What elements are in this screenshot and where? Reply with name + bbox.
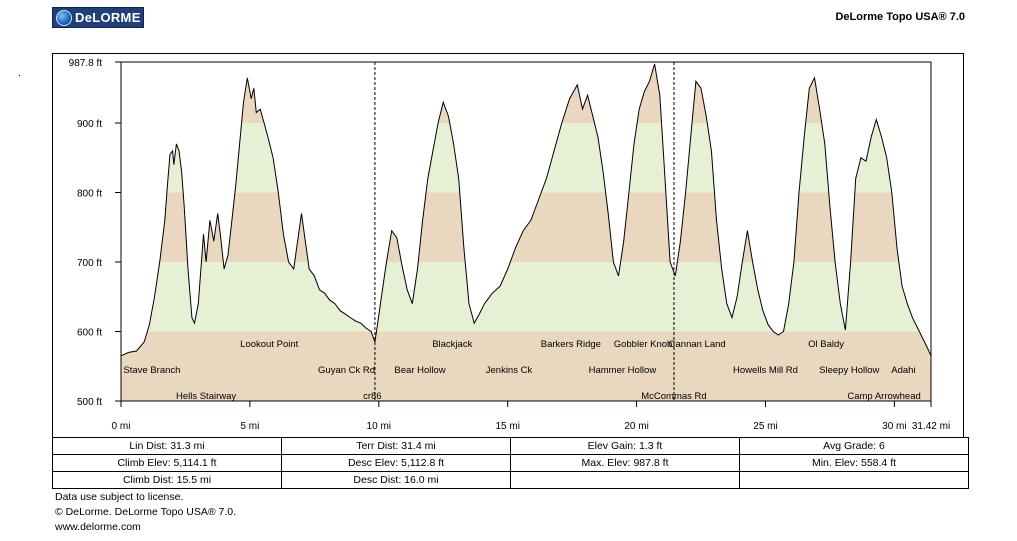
x-tick-label: 15 mi [495,421,519,432]
waypoint-label: Guyan Ck Rd [318,365,375,376]
license-note: Data use subject to license. [55,491,184,503]
waypoint-label: Lookout Point [240,339,298,350]
waypoint-label: Camp Arrowhead [847,391,920,402]
website-link[interactable]: www.delorme.com [55,521,141,533]
stats-cell: Climb Dist: 15.5 mi [52,471,282,489]
stat-value: 987.8 ft [633,457,669,469]
waypoint-label: Ol Baldy [808,339,844,350]
y-tick-label: 900 ft [77,119,102,130]
app-title: DeLorme Topo USA® 7.0 [835,11,965,23]
elevation-band-0 [121,331,931,401]
stats-row: Climb Elev: 5,114.1 ft Desc Elev: 5,112.8… [52,454,969,472]
stats-table: Lin Dist: 31.3 mi Terr Dist: 31.4 mi Elev … [52,437,969,489]
elevation-line [120,63,932,357]
x-tick-label: 10 mi [367,421,391,432]
delorme-logo: DeLORME [52,7,144,28]
x-tick-label: 25 mi [753,421,777,432]
stats-cell: Terr Dist: 31.4 mi [281,437,511,455]
x-tick-label: 30 mi [882,421,906,432]
y-tick-label: 600 ft [77,328,102,339]
waypoint-label: Jenkins Ck [486,365,533,376]
copyright-note: © DeLorme. DeLorme Topo USA® 7.0. [55,506,237,518]
plot-area-border [120,61,932,402]
elevation-band-3 [121,123,931,193]
waypoint-label: Gobbler Knob [614,339,673,350]
x-tick-label: 5 mi [240,421,259,432]
stat-value: 1.3 ft [639,440,663,452]
waypoint-label: Bear Hollow [394,365,445,376]
stray-dot: . [18,68,21,79]
stat-value: 31.4 mi [401,440,436,452]
waypoint-label: Hammer Hollow [589,365,657,376]
stat-label: Desc Dist: [353,474,402,486]
stats-cell: Min. Elev: 558.4 ft [739,454,969,472]
waypoint-label: Cannan Land [669,339,726,350]
stat-label: Min. Elev: [811,457,859,469]
stats-cell: Elev Gain: 1.3 ft [510,437,740,455]
stat-value: 6 [879,440,885,452]
waypoint-label: Blackjack [432,339,472,350]
stat-value: 16.0 mi [404,474,439,486]
x-tick-label: 0 mi [112,421,131,432]
globe-icon [56,9,72,26]
stats-cell: Desc Elev: 5,112.8 ft [281,454,511,472]
stat-value: 558.4 ft [861,457,897,469]
waypoint-label: Sleepy Hollow [819,365,879,376]
stat-value: 15.5 mi [176,474,212,486]
elevation-profile-chart: 500 ft 600 ft 700 ft 800 ft 900 ft 987.8 ft 0 … [69,58,951,432]
x-tick-label: 20 mi [624,421,648,432]
stats-row: Climb Dist: 15.5 mi Desc Dist: 16.0 mi [52,471,969,489]
logo-text: DeLORME [75,10,141,25]
stats-cell: Lin Dist: 31.3 mi [52,437,282,455]
stat-label: Avg Grade: [823,440,877,452]
waypoint-label: McCommas Rd [641,391,706,402]
waypoint-label: Barkers Ridge [541,339,601,350]
elevation-band-1 [121,262,931,332]
y-tick-label: 987.8 ft [69,58,103,69]
waypoint-label: Stave Branch [123,365,180,376]
waypoint-label: Hells Stairway [176,391,236,402]
stats-cell [510,471,740,489]
stats-cell [739,471,969,489]
stats-cell: Max. Elev: 987.8 ft [510,454,740,472]
waypoint-label: Adahi [891,365,915,376]
stat-label: Climb Elev: [117,457,171,469]
y-tick-label: 500 ft [77,397,102,408]
stat-label: Max. Elev: [581,457,631,469]
waypoint-label: cr86 [363,391,381,402]
stat-value: 31.3 mi [170,440,205,452]
stats-cell: Desc Dist: 16.0 mi [281,471,511,489]
stat-label: Desc Elev: [347,457,399,469]
waypoint-label: Howells Mill Rd [733,365,798,376]
stat-label: Elev Gain: [587,440,637,452]
stats-cell: Climb Elev: 5,114.1 ft [52,454,282,472]
stat-label: Terr Dist: [356,440,399,452]
x-tick-label: 31.42 mi [912,421,950,432]
stat-label: Lin Dist: [129,440,168,452]
stat-value: 5,114.1 ft [173,457,217,469]
stats-row: Lin Dist: 31.3 mi Terr Dist: 31.4 mi Elev … [52,437,969,455]
stat-label: Climb Dist: [122,474,174,486]
y-tick-label: 800 ft [77,189,102,200]
y-tick-label: 700 ft [77,258,102,269]
stats-cell: Avg Grade: 6 [739,437,969,455]
stat-value: 5,112.8 ft [401,457,445,469]
